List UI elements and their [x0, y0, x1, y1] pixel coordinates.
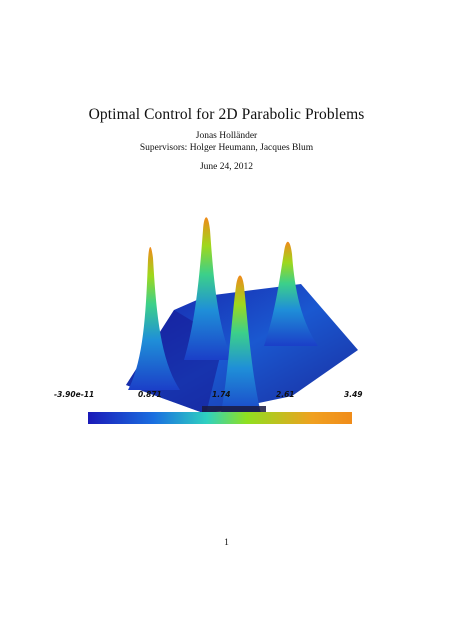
colorbar-tick-label: 1.74: [212, 390, 231, 399]
colorbar-labels: -3.90e-11 0.871 1.74 2.61 3.49: [54, 390, 364, 402]
colorbar-tick-label: 0.871: [138, 390, 162, 399]
supervisors-line: Supervisors: Holger Heumann, Jacques Blu…: [139, 143, 314, 153]
colorbar-tick-label: 3.49: [344, 390, 363, 399]
surface-peak-left: [128, 246, 180, 390]
colorbar-shadow: [202, 406, 266, 412]
colorbar-tick-label: 2.61: [276, 390, 295, 399]
document-date: June 24, 2012: [199, 162, 254, 172]
surface-peak-center: [184, 217, 232, 360]
colorbar: [88, 412, 352, 424]
page-number: 1: [224, 538, 229, 548]
document-title: Optimal Control for 2D Parabolic Problem…: [88, 106, 365, 123]
surface-peak-front: [220, 275, 262, 418]
surface-plot-figure: [88, 217, 358, 424]
colorbar-tick-label: -3.90e-11: [54, 390, 95, 399]
surface-peak-right: [264, 241, 318, 346]
author-name: Jonas Holländer: [195, 131, 258, 141]
